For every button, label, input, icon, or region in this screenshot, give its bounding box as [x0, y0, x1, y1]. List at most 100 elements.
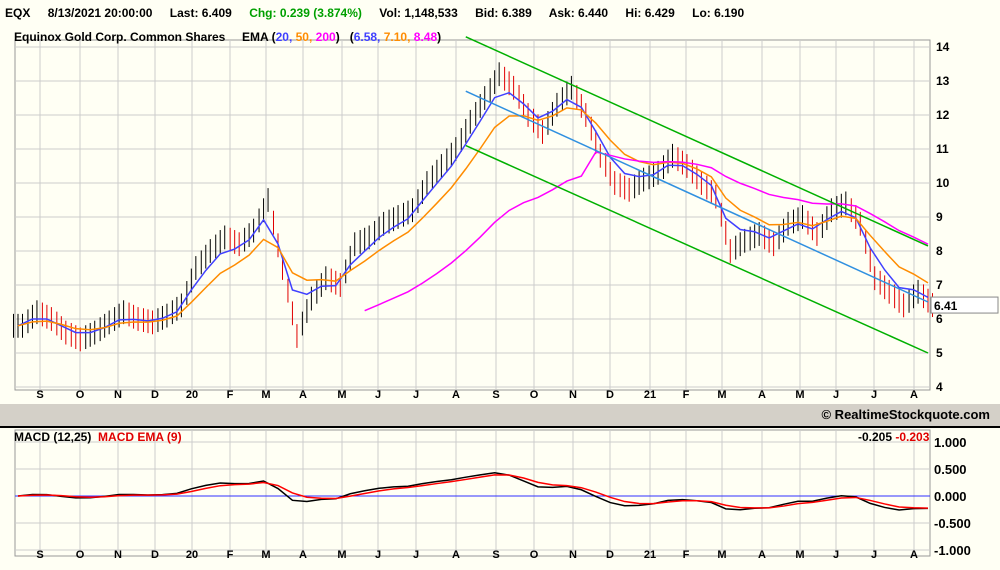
macd-legend: MACD (12,25) MACD EMA (9) [14, 430, 182, 444]
x-tick-label: J [871, 549, 877, 561]
x-tick-label: D [151, 549, 159, 561]
paren: ) [437, 30, 442, 44]
x-tick-label: M [795, 549, 804, 561]
macd-tick-label: -1.000 [934, 543, 971, 558]
x-tick-label: J [833, 549, 839, 561]
macd-signal-line [17, 474, 929, 509]
change: Chg: 0.239 (3.874%) [249, 6, 362, 20]
y-tick-label: 7 [936, 278, 943, 292]
high: Hi: 6.429 [625, 6, 675, 20]
x-tick-label: M [261, 549, 270, 561]
y-tick-label: 14 [936, 40, 950, 54]
macd-plot-area [14, 429, 931, 557]
x-tick-label: 20 [186, 389, 198, 401]
x-tick-label: M [717, 389, 726, 401]
x-tick-label: S [36, 549, 43, 561]
macd-label: MACD (12,25) [14, 430, 92, 444]
macd-tick-label: -0.500 [934, 516, 971, 531]
x-tick-label: F [683, 389, 690, 401]
x-tick-label: N [569, 549, 577, 561]
channel-line-upper [465, 36, 929, 247]
x-tick-label: S [492, 389, 499, 401]
ema200-value: 8.48 [413, 30, 438, 44]
x-tick-label: O [530, 389, 539, 401]
last: Last: 6.409 [169, 6, 232, 20]
x-tick-label: S [492, 549, 499, 561]
x-tick-label: 21 [644, 549, 656, 561]
x-tick-label: A [910, 389, 918, 401]
y-tick-label: 12 [936, 108, 950, 122]
ema50-period: 50, [295, 30, 313, 44]
y-tick-label: 10 [936, 176, 950, 190]
x-tick-label: N [569, 389, 577, 401]
x-tick-label: J [871, 389, 877, 401]
y-tick-label: 4 [936, 380, 943, 394]
x-tick-label: O [76, 389, 85, 401]
x-tick-label: D [606, 389, 614, 401]
x-tick-label: A [452, 389, 460, 401]
x-tick-label: A [758, 389, 766, 401]
x-tick-label: M [795, 389, 804, 401]
x-tick-label: J [375, 549, 381, 561]
datetime: 8/13/2021 20:00:00 [47, 6, 153, 20]
price-plot-area [14, 39, 931, 391]
ema200-period: 200 [315, 30, 336, 44]
ema20-line [17, 91, 929, 334]
x-tick-label: F [683, 549, 690, 561]
macd-tick-label: 1.000 [934, 435, 967, 450]
ema-label: EMA ( [242, 30, 276, 44]
low: Lo: 6.190 [692, 6, 745, 20]
x-tick-label: M [717, 549, 726, 561]
x-tick-label: D [151, 389, 159, 401]
last-price-label: 6.41 [934, 299, 958, 313]
x-tick-label: N [114, 549, 122, 561]
x-tick-label: A [758, 549, 766, 561]
bid: Bid: 6.389 [475, 6, 532, 20]
ema20-period: 20, [275, 30, 293, 44]
y-tick-label: 9 [936, 210, 943, 224]
y-tick-label: 13 [936, 74, 950, 88]
x-tick-label: 20 [186, 549, 198, 561]
x-tick-label: J [413, 389, 419, 401]
macd-ema-value: -0.203 [895, 430, 930, 444]
paren: ( [349, 30, 354, 44]
x-tick-label: M [337, 389, 346, 401]
macd-ema-label: MACD EMA (9) [98, 430, 182, 444]
y-tick-label: 5 [936, 346, 943, 360]
channel-line-middle [465, 90, 929, 303]
macd-values: -0.205 -0.203 [858, 430, 929, 444]
last-price-box [930, 296, 999, 314]
x-tick-label: D [606, 549, 614, 561]
x-tick-label: O [76, 549, 85, 561]
channel-line-lower [465, 144, 929, 354]
x-tick-label: J [413, 549, 419, 561]
x-tick-label: J [375, 389, 381, 401]
y-tick-label: 8 [936, 244, 943, 258]
x-tick-label: A [452, 549, 460, 561]
macd-tick-label: 0.500 [934, 462, 967, 477]
macd-value: -0.205 [858, 430, 893, 444]
ema50-value: 7.10, [383, 30, 411, 44]
separator-band: © RealtimeStockquote.com [0, 404, 1000, 428]
quote-header: EQX 8/13/2021 20:00:00 Last: 6.409 Chg: … [5, 6, 758, 20]
y-tick-label: 11 [936, 142, 949, 156]
macd-tick-label: 0.000 [934, 489, 967, 504]
x-tick-label: M [261, 389, 270, 401]
x-tick-label: A [299, 389, 307, 401]
x-tick-label: 21 [644, 389, 656, 401]
x-tick-label: A [910, 549, 918, 561]
ema50-line [17, 107, 929, 331]
x-tick-label: A [299, 549, 307, 561]
x-tick-label: O [530, 549, 539, 561]
volume: Vol: 1,148,533 [379, 6, 458, 20]
x-tick-label: N [114, 389, 122, 401]
paren: ) [335, 30, 340, 44]
x-tick-label: M [337, 549, 346, 561]
copyright: © RealtimeStockquote.com [821, 407, 990, 422]
symbol: EQX [5, 6, 31, 20]
x-tick-label: J [833, 389, 839, 401]
x-tick-label: S [36, 389, 43, 401]
x-tick-label: F [227, 549, 234, 561]
price-legend: Equinox Gold Corp. Common Shares EMA (20… [14, 30, 441, 44]
